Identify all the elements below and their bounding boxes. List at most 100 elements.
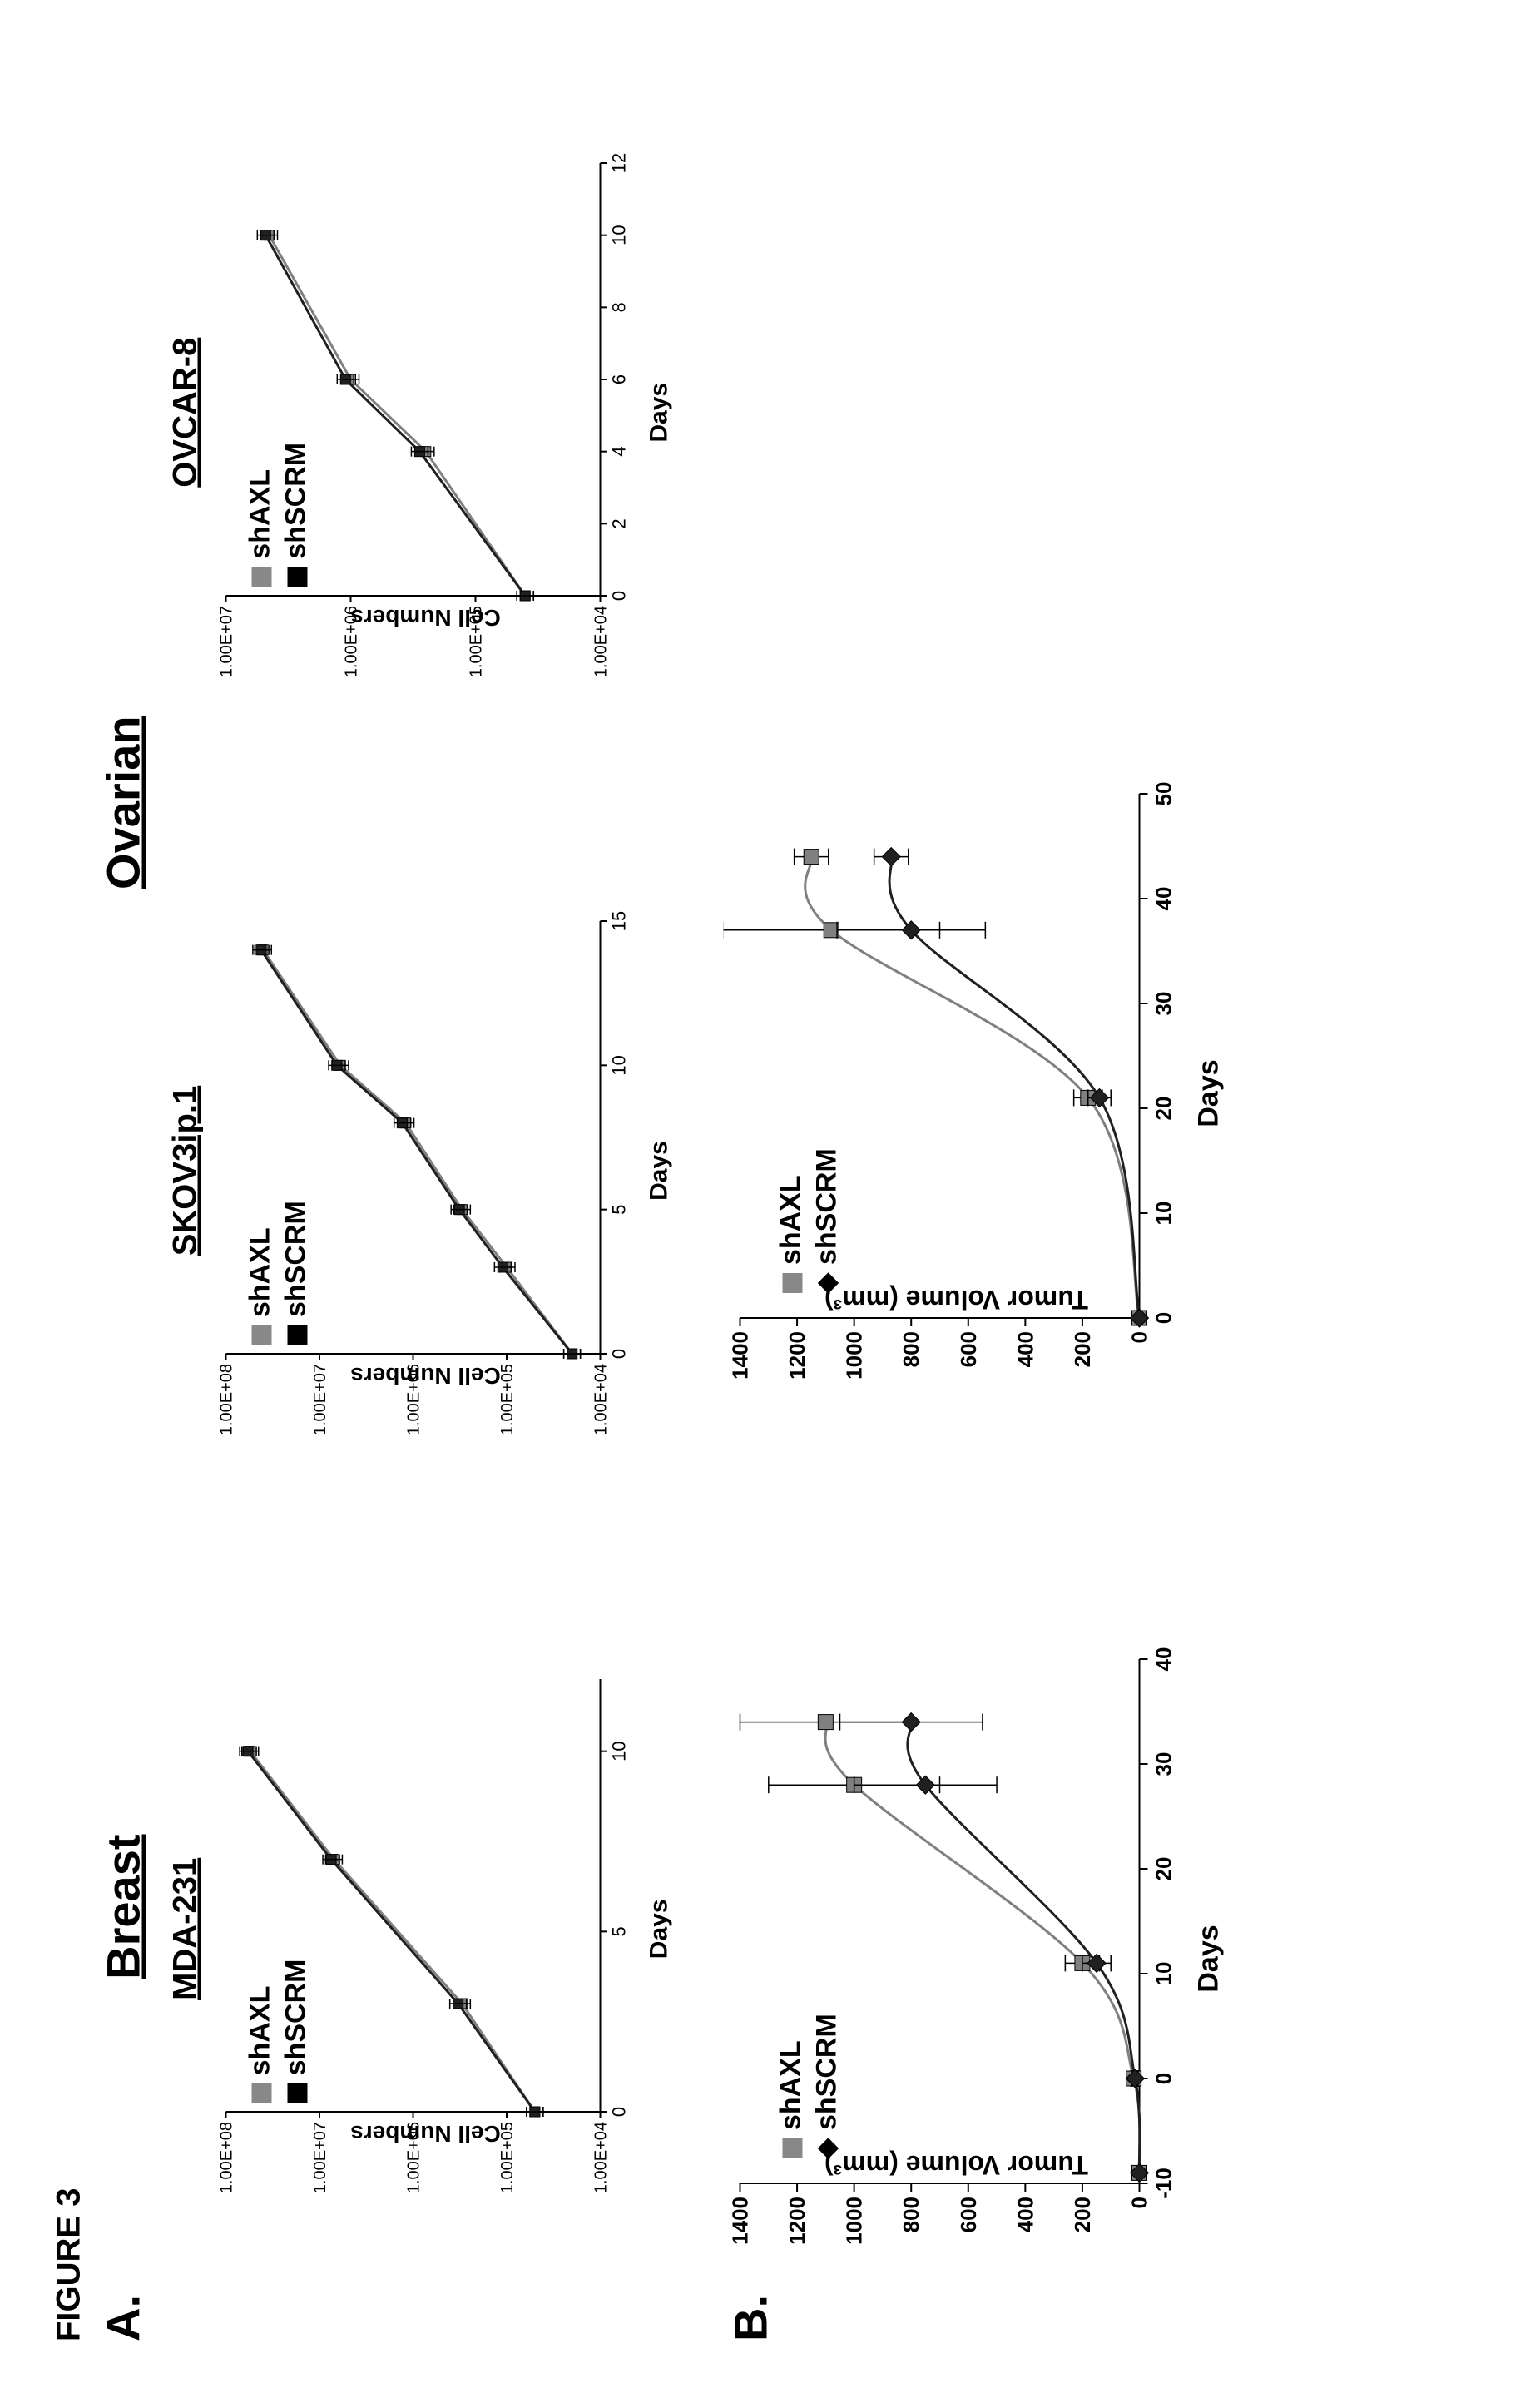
- svg-text:2: 2: [608, 518, 629, 528]
- svg-text:1.00E+05: 1.00E+05: [498, 2122, 517, 2193]
- chart-mda231: MDA-231 shAXL shSCRM Cell Numbers 1.00E+…: [166, 1583, 673, 2275]
- svg-text:1.00E+07: 1.00E+07: [311, 1364, 329, 1435]
- svg-text:1400: 1400: [727, 2197, 752, 2245]
- mda-svg: 1.00E+041.00E+051.00E+061.00E+071.00E+08…: [209, 1662, 641, 2195]
- legend-shaxl: shAXL: [244, 1986, 275, 2076]
- xlabel-ovcar: Days: [645, 383, 673, 443]
- svg-text:-10: -10: [1151, 2168, 1176, 2199]
- svg-text:400: 400: [1013, 1331, 1037, 1367]
- square-grey-icon: [782, 2138, 802, 2158]
- ovcar-title: OVCAR-8: [166, 338, 204, 488]
- chart-skov: SKOV3ip.1 shAXL shSCRM Cell Numbers 1.00…: [166, 825, 673, 1516]
- ovcar-svg: 1.00E+041.00E+051.00E+061.00E+0702468101…: [209, 146, 641, 679]
- svg-text:1.00E+04: 1.00E+04: [592, 2122, 610, 2193]
- square-grey-icon: [251, 1325, 271, 1345]
- chart-ovcar: OVCAR-8 shAXL shSCRM Cell Numbers 1.00E+…: [166, 67, 673, 758]
- svg-text:0: 0: [608, 1349, 629, 1359]
- legend-shscrm: shSCRM: [280, 1960, 311, 2076]
- svg-text:40: 40: [1151, 887, 1176, 911]
- square-grey-icon: [251, 567, 271, 587]
- figure-label: FIGURE 3: [50, 67, 87, 2341]
- ylabel-cellnumbers: Cell Numbers: [350, 2120, 501, 2147]
- svg-text:400: 400: [1013, 2197, 1037, 2232]
- svg-text:0: 0: [1151, 1312, 1176, 1324]
- svg-text:10: 10: [608, 1742, 629, 1761]
- svg-text:50: 50: [1151, 782, 1176, 806]
- panel-b-letter: B.: [723, 2275, 777, 2341]
- ylabel-cellnumbers: Cell Numbers: [350, 1362, 501, 1389]
- legend-shscrm: shSCRM: [280, 443, 311, 559]
- svg-text:1.00E+08: 1.00E+08: [217, 1364, 235, 1435]
- svg-text:20: 20: [1151, 1857, 1176, 1881]
- svg-text:0: 0: [1126, 2197, 1151, 2208]
- svg-text:1.00E+07: 1.00E+07: [217, 606, 235, 677]
- xlabel-tb: Days: [1192, 1925, 1225, 1992]
- ylabel-cellnumbers: Cell Numbers: [350, 603, 501, 630]
- legend-tumor-ovarian: shAXL shSCRM: [773, 1148, 844, 1293]
- skov-svg: 1.00E+041.00E+051.00E+061.00E+071.00E+08…: [209, 904, 641, 1437]
- svg-text:30: 30: [1151, 992, 1176, 1016]
- svg-text:10: 10: [608, 225, 629, 245]
- svg-text:10: 10: [1151, 1962, 1176, 1986]
- legend-tumor-breast: shAXL shSCRM: [773, 2014, 844, 2158]
- svg-text:1400: 1400: [727, 1331, 752, 1380]
- legend-shaxl: shAXL: [775, 2040, 806, 2130]
- svg-text:800: 800: [899, 1331, 923, 1367]
- svg-text:12: 12: [608, 152, 629, 172]
- svg-text:1200: 1200: [785, 1331, 810, 1380]
- svg-text:1000: 1000: [841, 2197, 866, 2245]
- mda-title: MDA-231: [166, 1858, 204, 2000]
- square-black-icon: [287, 567, 307, 587]
- svg-text:8: 8: [608, 302, 629, 312]
- svg-text:5: 5: [608, 1205, 629, 1215]
- svg-text:30: 30: [1151, 1752, 1176, 1776]
- legend-ovcar: shAXL shSCRM: [242, 443, 313, 587]
- svg-text:1.00E+04: 1.00E+04: [592, 1364, 610, 1435]
- ylabel-tumorvol: Tumor Volume (mm³): [824, 1284, 1087, 1315]
- xlabel-to: Days: [1192, 1059, 1225, 1127]
- svg-text:200: 200: [1069, 1331, 1094, 1367]
- svg-text:600: 600: [955, 2197, 980, 2232]
- skov-title: SKOV3ip.1: [166, 1086, 204, 1256]
- square-grey-icon: [782, 1273, 802, 1293]
- svg-text:1.00E+05: 1.00E+05: [498, 1364, 517, 1435]
- legend-shscrm: shSCRM: [810, 1148, 842, 1265]
- svg-text:1200: 1200: [785, 2197, 810, 2245]
- svg-text:6: 6: [608, 374, 629, 384]
- tumor-ovarian-svg: 0 200 400 600 800 1000 1200 1400 0 10 20 30 40 50: [723, 777, 1189, 1410]
- svg-text:600: 600: [955, 1331, 980, 1367]
- figure-page: FIGURE 3 A. Breast Ovarian MDA-231 shAXL…: [0, 0, 1535, 2408]
- legend-shaxl: shAXL: [244, 1227, 275, 1317]
- svg-text:40: 40: [1151, 1647, 1176, 1672]
- legend-mda: shAXL shSCRM: [242, 1960, 313, 2104]
- svg-text:1.00E+08: 1.00E+08: [217, 2122, 235, 2193]
- svg-text:0: 0: [608, 2107, 629, 2117]
- svg-text:0: 0: [1126, 1331, 1151, 1343]
- svg-text:200: 200: [1069, 2197, 1094, 2232]
- svg-text:15: 15: [608, 911, 629, 931]
- svg-text:20: 20: [1151, 1097, 1176, 1121]
- tissue-ovarian-header: Ovarian: [96, 67, 150, 1538]
- xlabel-skov: Days: [645, 1141, 673, 1201]
- tissue-breast-header: Breast: [96, 1538, 150, 2275]
- square-grey-icon: [251, 2083, 271, 2103]
- square-black-icon: [287, 2083, 307, 2103]
- svg-text:5: 5: [608, 1927, 629, 1937]
- svg-text:0: 0: [1151, 2073, 1176, 2084]
- svg-text:4: 4: [608, 446, 629, 456]
- legend-shaxl: shAXL: [244, 469, 275, 559]
- svg-text:1.00E+04: 1.00E+04: [592, 606, 610, 677]
- svg-text:10: 10: [1151, 1202, 1176, 1226]
- svg-text:1000: 1000: [841, 1331, 866, 1380]
- svg-text:1.00E+07: 1.00E+07: [311, 2122, 329, 2193]
- legend-shscrm: shSCRM: [280, 1201, 311, 1317]
- ylabel-tumorvol: Tumor Volume (mm³): [824, 2149, 1087, 2180]
- legend-shscrm: shSCRM: [810, 2014, 842, 2130]
- svg-text:800: 800: [899, 2197, 923, 2232]
- legend-skov: shAXL shSCRM: [242, 1201, 313, 1345]
- svg-text:0: 0: [608, 591, 629, 601]
- panel-a-letter: A.: [96, 2275, 150, 2341]
- chart-tumor-ovarian: shAXL shSCRM Tumor Volume (mm³) 02004006…: [723, 777, 1225, 1410]
- xlabel-mda: Days: [645, 1899, 673, 1959]
- square-black-icon: [287, 1325, 307, 1345]
